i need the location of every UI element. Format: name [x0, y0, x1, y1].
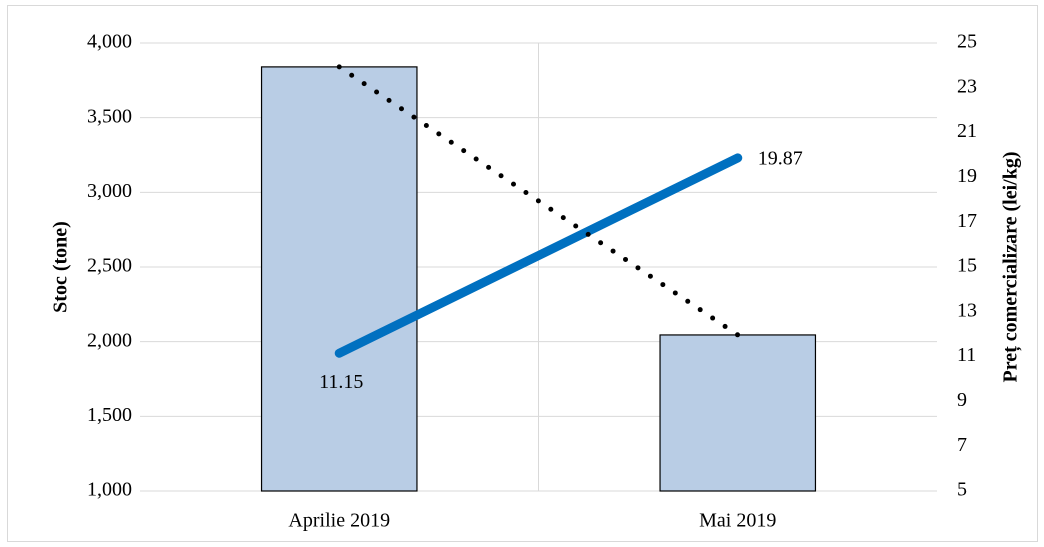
y2-tick-label: 15	[957, 255, 977, 277]
data-label: 11.15	[319, 371, 363, 393]
y2-tick-label: 19	[957, 165, 977, 187]
y2-tick-label: 9	[957, 389, 967, 411]
y2-tick-label: 5	[957, 479, 967, 501]
y2-tick-label: 7	[957, 434, 967, 456]
y-tick-label: 3,000	[87, 180, 132, 202]
y2-tick-label: 23	[957, 75, 977, 97]
y2-tick-label: 13	[957, 299, 977, 321]
y-tick-label: 4,000	[87, 31, 132, 53]
data-label: 19.87	[758, 148, 803, 170]
bar	[659, 334, 817, 492]
y2-tick-label: 17	[957, 210, 977, 232]
y-tick-label: 1,500	[87, 404, 132, 426]
y-tick-label: 3,500	[87, 105, 132, 127]
y-axis-title: Stoc (tone)	[50, 221, 72, 313]
x-tick-label: Mai 2019	[699, 510, 776, 532]
bar	[260, 66, 418, 492]
y2-tick-label: 11	[957, 344, 976, 366]
x-tick-label: Aprilie 2019	[288, 510, 390, 532]
y2-tick-label: 25	[957, 31, 977, 53]
line	[334, 153, 743, 358]
trend-line	[336, 64, 741, 338]
chart-border	[7, 5, 1038, 542]
y2-axis-title: Preț comercializare (lei/kg)	[1000, 151, 1023, 382]
y-tick-label: 2,000	[87, 329, 132, 351]
y2-tick-label: 21	[957, 120, 977, 142]
y-tick-label: 2,500	[87, 255, 132, 277]
y-tick-label: 1,000	[87, 479, 132, 501]
